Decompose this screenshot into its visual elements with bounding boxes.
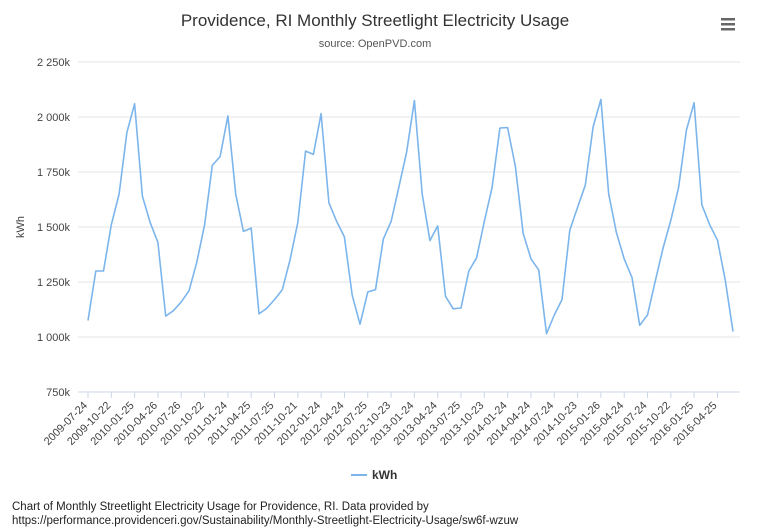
chart-caption: Chart of Monthly Streetlight Electricity… [12, 500, 752, 528]
hamburger-menu-icon[interactable] [715, 14, 741, 36]
y-tick-label: 1 250k [37, 277, 71, 289]
y-tick-label: 2 000k [37, 112, 71, 124]
y-tick-label: 1 500k [37, 222, 71, 234]
y-gridlines [78, 61, 740, 338]
y-tick-label: 750k [46, 387, 70, 399]
caption-line-1: Chart of Monthly Streetlight Electricity… [12, 501, 429, 513]
y-axis-label: kWh [15, 216, 27, 238]
y-tick-label: 2 250k [37, 57, 71, 69]
caption-link[interactable]: https://performance.providenceri.gov/Sus… [12, 515, 519, 527]
chart-subtitle: source: OpenPVD.com [319, 38, 432, 50]
x-axis-ticks: 2009-07-242009-10-222010-01-252010-04-26… [42, 392, 720, 448]
y-tick-label: 1 000k [37, 332, 71, 344]
legend[interactable]: kWh [351, 468, 397, 482]
chart-title: Providence, RI Monthly Streetlight Elect… [181, 11, 569, 30]
y-axis-ticks: 750k 1 000k 1 250k 1 500k 1 750k 2 000k 2 250k [37, 57, 71, 399]
legend-label: kWh [372, 468, 397, 482]
y-tick-label: 1 750k [37, 167, 71, 179]
series-kwh [87, 98, 734, 335]
series-line-kwh [87, 98, 734, 335]
